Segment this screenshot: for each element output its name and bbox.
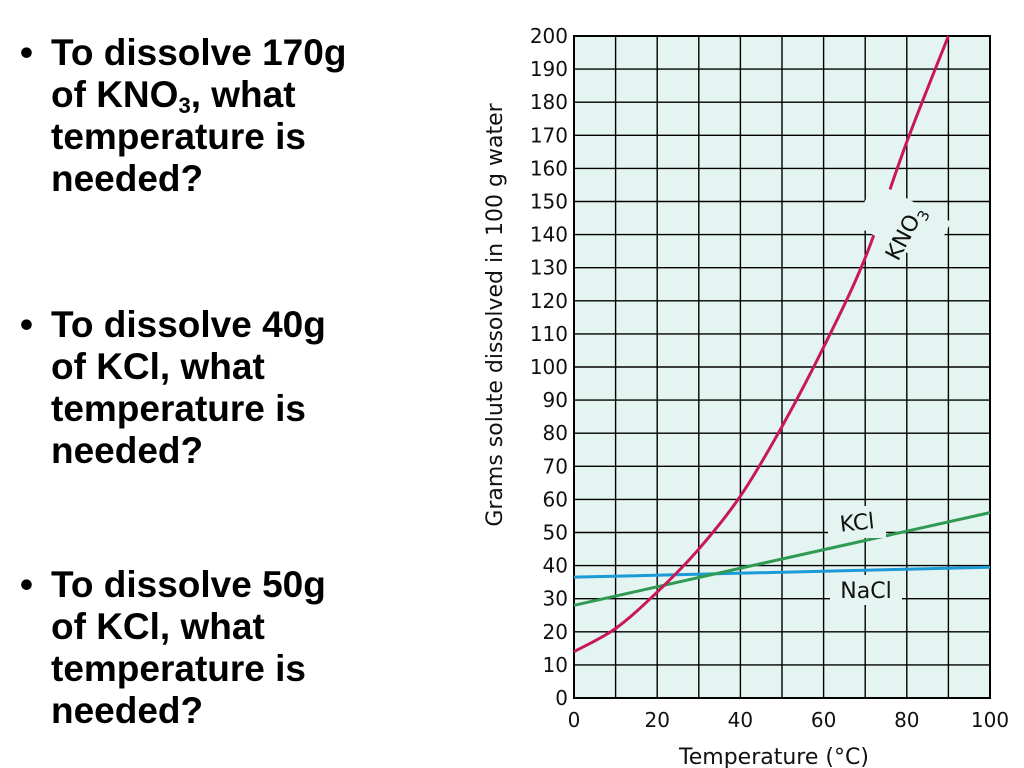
y-tick-label: 110 [530,322,568,346]
x-tick-label: 60 [811,708,836,732]
question-line: of KNO3, what [51,74,296,118]
y-tick-label: 40 [543,554,568,578]
question-line: To dissolve 50g [51,564,326,605]
label-background [828,506,886,538]
question-line: To dissolve 40g [51,304,326,345]
question-line: of KCl, what [51,606,265,647]
question-line: To dissolve 170g [51,32,347,73]
label-background [830,575,902,605]
y-tick-label: 20 [543,620,568,644]
subscript: 3 [178,93,191,118]
series-label-kcl: KCl [839,509,876,537]
x-tick-label: 40 [728,708,753,732]
y-tick-label: 70 [543,454,568,478]
question-line: temperature is [51,648,306,689]
series-label-nacl: NaCl [840,579,891,604]
y-tick-label: 60 [543,487,568,511]
x-tick-label: 100 [971,708,1009,732]
y-tick-label: 160 [530,156,568,180]
bullet: • [20,32,33,73]
y-tick-label: 30 [543,587,568,611]
x-axis-label: Temperature (°C) [678,745,869,768]
y-tick-label: 180 [530,90,568,114]
y-tick-label: 80 [543,421,568,445]
question-line: needed? [51,158,204,199]
question-line: temperature is [51,388,306,429]
y-axis-label: Grams solute dissolved in 100 g water [483,102,508,526]
series-line-nacl [573,565,991,579]
label-background [852,181,952,265]
bullet: • [20,564,33,605]
y-tick-label: 200 [530,24,568,48]
question-line: needed? [51,690,204,731]
y-tick-label: 50 [543,521,568,545]
x-tick-label: 0 [568,708,581,732]
y-tick-label: 170 [530,123,568,147]
series-line-kcl [573,511,991,607]
y-tick-label: 140 [530,223,568,247]
y-tick-label: 90 [543,388,568,412]
y-tick-label: 10 [543,653,568,677]
plot-border [573,35,991,699]
bullet: • [20,304,33,345]
y-tick-label: 190 [530,57,568,81]
y-tick-label: 130 [530,256,568,280]
x-tick-label: 20 [644,708,669,732]
question-line: of KCl, what [51,346,265,387]
y-tick-label: 100 [530,355,568,379]
y-tick-label: 120 [530,289,568,313]
x-tick-label: 80 [894,708,919,732]
question-line: needed? [51,430,204,471]
question-list: • To dissolve 170g of KNO3, what tempera… [0,0,460,768]
question-line: temperature is [51,116,306,157]
series-line-kno3 [573,35,950,653]
y-tick-label: 0 [555,686,568,710]
y-tick-label: 150 [530,190,568,214]
